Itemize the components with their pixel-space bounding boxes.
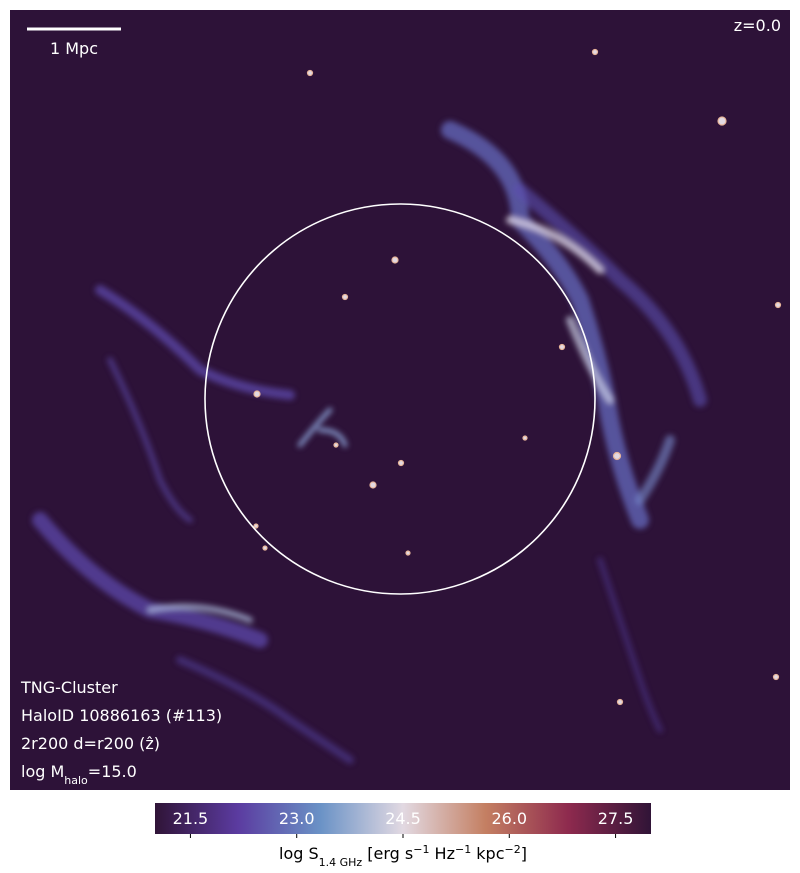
text-part: 2r200 d=r200 (ẑ) — [21, 734, 160, 753]
text-part: =15.0 — [88, 762, 137, 781]
colorbar-tick-label: 24.5 — [385, 809, 421, 828]
text-part: 1.4 GHz — [319, 856, 363, 869]
text-part: HaloID 10886163 (#113) — [21, 706, 222, 725]
sources — [253, 48, 782, 706]
text-part: log M — [21, 762, 64, 781]
colorbar-tick-label: 26.0 — [491, 809, 527, 828]
annotation: log Mhalo=15.0 — [21, 762, 137, 787]
colorbar-tick-label: 23.0 — [279, 809, 315, 828]
annotation: 2r200 d=r200 (ẑ) — [21, 734, 160, 753]
redshift-label: z=0.0 — [734, 16, 781, 35]
text-part: kpc — [471, 844, 504, 863]
r200-circle — [204, 203, 596, 595]
text-part: −1 — [455, 843, 471, 856]
annotations: TNG-Cluster HaloID 10886163 (#113) 2r200 d… — [20, 678, 222, 787]
colorbar-tick-label: 21.5 — [173, 809, 209, 828]
colorbar-label: log S1.4 GHz [erg s−1 Hz−1 kpc−2] — [279, 843, 527, 869]
text-part: [erg s — [362, 844, 413, 863]
scale-bar-label: 1 Mpc — [50, 39, 98, 58]
annotation: TNG-Cluster — [20, 678, 118, 697]
colorbar — [155, 803, 651, 834]
text-part: −2 — [505, 843, 521, 856]
colorbar-ticks: 21.5 23.0 24.5 26.0 27.5 — [173, 809, 634, 838]
text-part: ] — [521, 844, 527, 863]
filaments — [32, 121, 707, 764]
text-part: halo — [64, 774, 88, 787]
text-part: log S — [279, 844, 319, 863]
text-part: −1 — [413, 843, 429, 856]
text-part: TNG-Cluster — [20, 678, 118, 697]
map-panel — [10, 10, 790, 790]
colorbar-tick-label: 27.5 — [598, 809, 634, 828]
text-part: Hz — [429, 844, 455, 863]
annotation: HaloID 10886163 (#113) — [21, 706, 222, 725]
